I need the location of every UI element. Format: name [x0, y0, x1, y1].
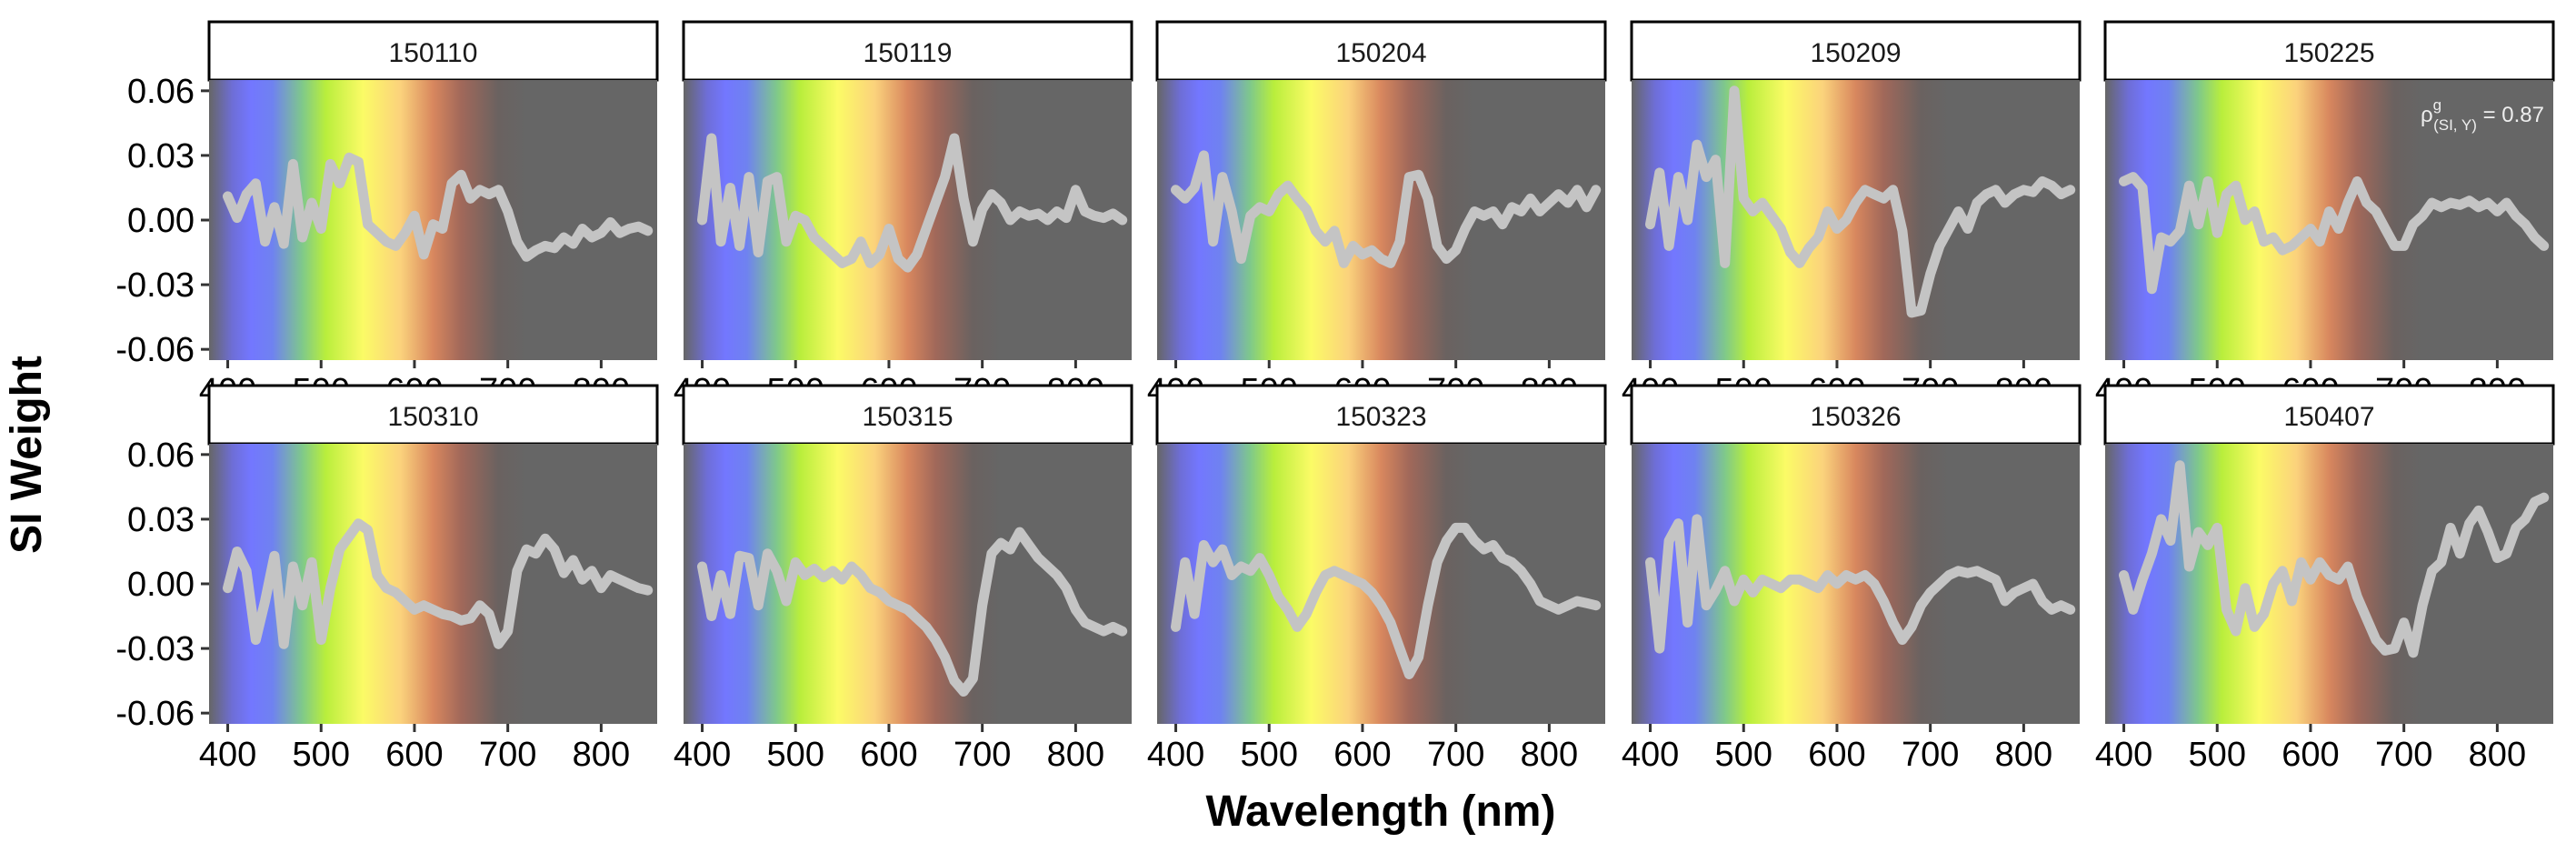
panel-150119: 150119400500600700800 — [674, 20, 1133, 410]
x-tick-label: 500 — [767, 736, 824, 774]
panel-strip-label: 150225 — [2283, 38, 2374, 68]
panel-strip-label: 150407 — [2283, 402, 2374, 432]
x-tick-label: 500 — [1241, 736, 1298, 774]
panel-150204: 150204400500600700800 — [1147, 20, 1607, 410]
y-tick-label: -0.03 — [115, 266, 195, 305]
panel-strip-label: 150310 — [387, 402, 478, 432]
panel-150326: 150326 400 500 600 700 800 — [1622, 384, 2082, 774]
panel-strip — [207, 20, 659, 82]
panel-150225: 150225400500600700800ρg(SI, Y) = 0.87 — [2095, 20, 2555, 410]
panels-layer: 1501104005006007008001501194005006007008… — [199, 20, 2555, 774]
axes-layer: -0.06 -0.03 0.00 0.03 0.06 -0.06 -0.03 0.00 0.03… — [115, 73, 209, 733]
x-tick-label: 400 — [1147, 736, 1204, 774]
y-tick-label: 0.00 — [127, 566, 195, 604]
panel-strip-label: 150209 — [1810, 38, 1901, 68]
panel-150323: 150323 400 500 600 700 800 — [1147, 384, 1607, 774]
x-tick-label: 700 — [1427, 736, 1484, 774]
panel-strip — [1630, 384, 2082, 446]
correlation-annotation: ρg (SI, Y) = 0.87 — [2421, 96, 2544, 134]
x-tick-label: 800 — [2469, 736, 2526, 774]
y-tick-label: -0.03 — [115, 630, 195, 668]
spectrum-band — [1157, 444, 1605, 724]
x-tick-label: 800 — [1521, 736, 1578, 774]
x-tick-label: 400 — [1622, 736, 1679, 774]
x-tick-label: 600 — [385, 736, 443, 774]
panel-150315: 150315 400 500 600 700 800 — [674, 384, 1133, 774]
x-tick-label: 500 — [293, 736, 350, 774]
y-tick-label: 0.03 — [127, 137, 195, 176]
panel-strip-label: 150315 — [862, 402, 953, 432]
x-tick-label: 700 — [479, 736, 536, 774]
panel-strip-label: 150110 — [389, 38, 478, 68]
panel-150407: 150407 400 500 600 700 800 — [2095, 384, 2555, 774]
panel-150110: 150110400500600700800 — [199, 20, 659, 410]
spectrum-band — [1632, 80, 2080, 360]
x-tick-label: 700 — [954, 736, 1011, 774]
series-line — [1645, 85, 2076, 318]
series-line — [2119, 460, 2550, 658]
x-tick-label: 600 — [860, 736, 917, 774]
x-axis-title: Wavelength (nm) — [1206, 788, 1556, 836]
x-tick-label: 600 — [1808, 736, 1865, 774]
y-tick-label: 0.03 — [127, 501, 195, 539]
spectrum-band — [1157, 80, 1605, 360]
x-tick-label: 800 — [573, 736, 630, 774]
panel-strip-label: 150326 — [1810, 402, 1901, 432]
series-line — [697, 527, 1128, 697]
panel-strip-label: 150323 — [1335, 402, 1426, 432]
y-tick-label: -0.06 — [115, 331, 195, 369]
panel-strip — [682, 20, 1133, 82]
x-tick-label: 600 — [1333, 736, 1391, 774]
y-tick-label: -0.06 — [115, 695, 195, 733]
y-tick-label: 0.00 — [127, 202, 195, 240]
x-tick-label: 500 — [2189, 736, 2246, 774]
x-tick-label: 800 — [1047, 736, 1104, 774]
panel-strip-label: 150204 — [1335, 38, 1426, 68]
panel-150209: 150209400500600700800 — [1622, 20, 2082, 410]
series-line — [2119, 172, 2550, 295]
panel-strip — [2103, 384, 2555, 446]
y-axis-title: SI Weight — [3, 356, 51, 554]
series-line — [223, 518, 654, 649]
panel-strip — [1155, 384, 1607, 446]
panel-strip — [1155, 20, 1607, 82]
series-line — [1171, 522, 1602, 679]
x-tick-label: 700 — [1902, 736, 1959, 774]
y-tick-label: 0.06 — [127, 437, 195, 475]
x-tick-label: 500 — [1715, 736, 1772, 774]
series-line — [1645, 514, 2076, 654]
panel-strip — [1630, 20, 2082, 82]
x-tick-label: 400 — [674, 736, 731, 774]
x-tick-label: 400 — [199, 736, 256, 774]
series-line — [223, 152, 654, 262]
series-line — [697, 133, 1128, 273]
x-tick-label: 700 — [2375, 736, 2432, 774]
series-line — [1171, 150, 1602, 268]
x-tick-label: 800 — [1995, 736, 2052, 774]
panel-strip-label: 150119 — [864, 38, 953, 68]
panel-150310: 150310 400 500 600 700 800 — [199, 384, 659, 774]
x-tick-label: 400 — [2095, 736, 2152, 774]
x-tick-label: 600 — [2281, 736, 2339, 774]
y-tick-label: 0.06 — [127, 73, 195, 111]
